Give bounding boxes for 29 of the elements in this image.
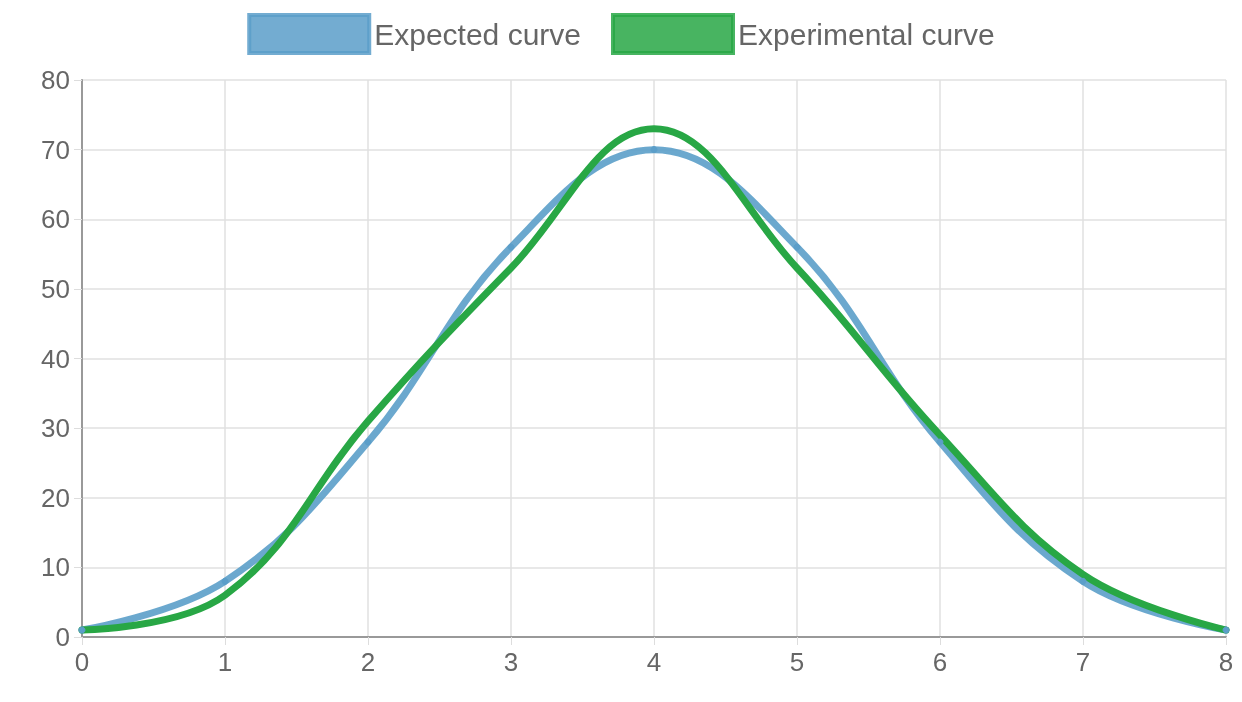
- x-tick-label: 5: [789, 647, 805, 677]
- x-tick-label: 0: [74, 647, 90, 677]
- point: [1222, 626, 1230, 634]
- y-tick-label: 10: [41, 552, 70, 583]
- x-tick-label: 6: [932, 647, 948, 677]
- point: [793, 243, 801, 251]
- legend-label: Experimental curve: [738, 17, 995, 51]
- point: [650, 146, 658, 154]
- x-tick-label: 3: [503, 647, 519, 677]
- y-tick-label: 30: [41, 413, 70, 444]
- y-tick-label: 70: [41, 134, 70, 165]
- y-tick-label: 60: [41, 204, 70, 235]
- point: [1079, 577, 1087, 585]
- x-tick-label: 8: [1218, 647, 1234, 677]
- x-tick-label: 4: [646, 647, 662, 677]
- y-tick-label: 0: [55, 622, 70, 652]
- y-tick-label: 80: [41, 65, 70, 95]
- y-tick-label: 40: [41, 343, 70, 374]
- y-tick-label: 20: [41, 482, 70, 513]
- point: [221, 577, 229, 585]
- point: [78, 626, 86, 634]
- point: [936, 438, 944, 446]
- x-tick-label: 7: [1075, 647, 1091, 677]
- x-tick-label: 2: [360, 647, 376, 677]
- point: [364, 438, 372, 446]
- y-tick-label: 50: [41, 273, 70, 304]
- legend-label: Expected curve: [374, 17, 582, 51]
- point: [507, 243, 515, 251]
- x-tick-label: 1: [217, 647, 233, 677]
